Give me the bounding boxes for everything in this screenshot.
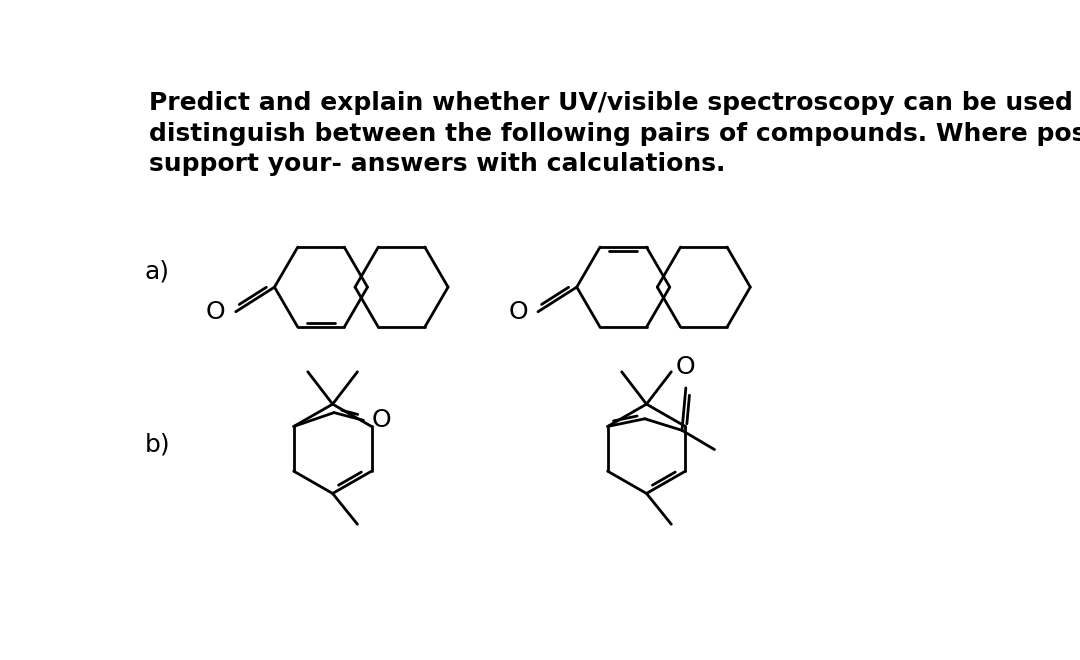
Text: b): b) xyxy=(145,433,170,457)
Text: Predict and explain whether UV/visible spectroscopy can be used to: Predict and explain whether UV/visible s… xyxy=(149,91,1080,115)
Text: a): a) xyxy=(145,259,170,284)
Text: distinguish between the following pairs of compounds. Where possible,: distinguish between the following pairs … xyxy=(149,121,1080,146)
Text: O: O xyxy=(372,409,391,432)
Text: support your- answers with calculations.: support your- answers with calculations. xyxy=(149,152,726,176)
Text: O: O xyxy=(676,354,696,379)
Text: O: O xyxy=(509,300,528,324)
Text: O: O xyxy=(206,300,226,324)
